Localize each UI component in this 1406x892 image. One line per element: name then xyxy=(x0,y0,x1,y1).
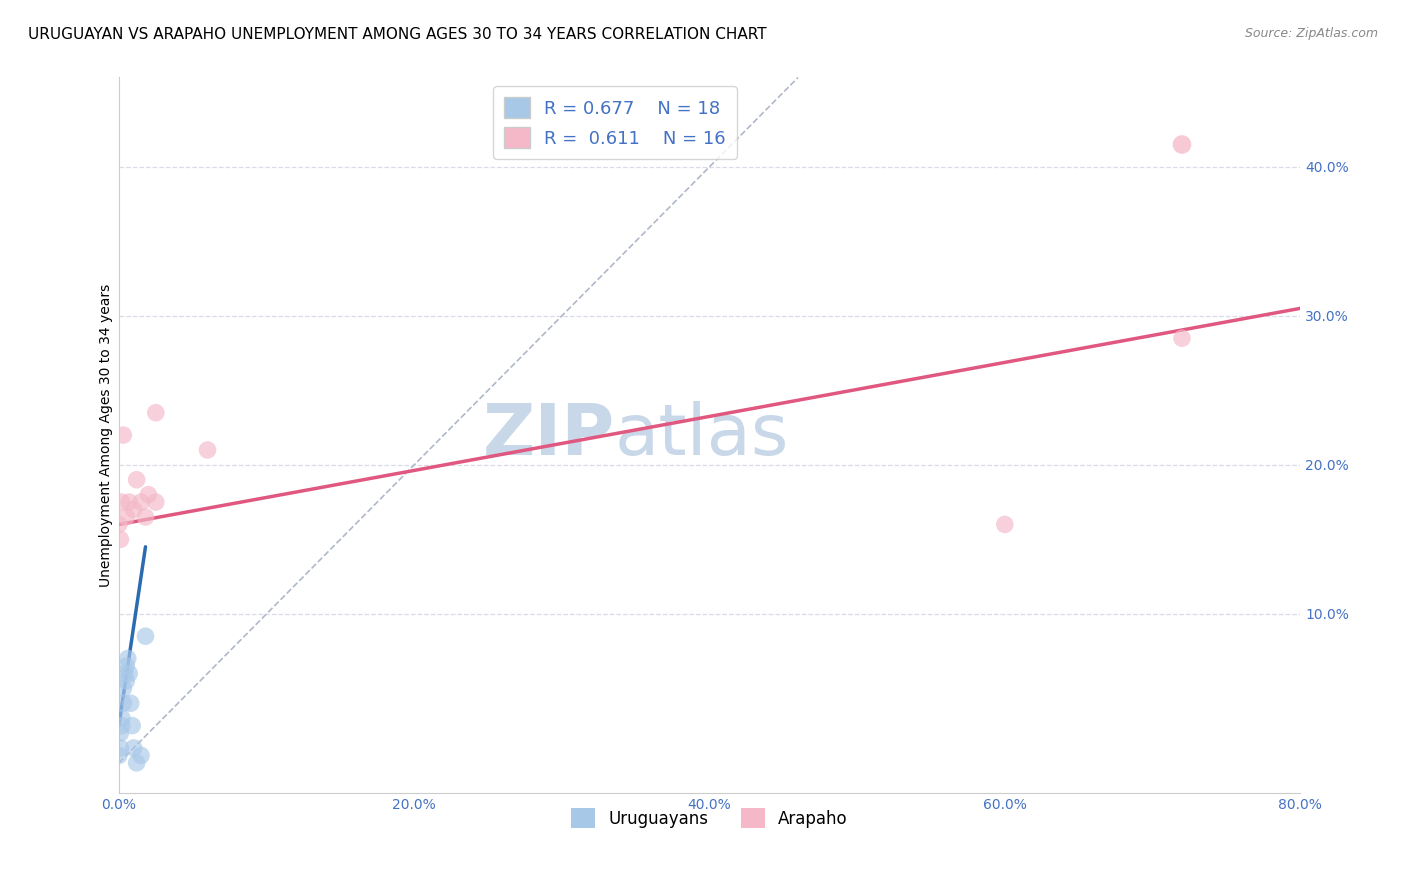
Point xyxy=(108,517,131,532)
Text: atlas: atlas xyxy=(614,401,789,469)
Point xyxy=(1171,331,1194,345)
Point xyxy=(122,502,145,516)
Point xyxy=(994,517,1017,532)
Point xyxy=(114,666,136,681)
Point xyxy=(121,718,143,732)
Point xyxy=(115,510,138,524)
Point xyxy=(120,696,142,710)
Point xyxy=(115,673,138,688)
Point xyxy=(118,495,141,509)
Point xyxy=(110,741,132,756)
Point xyxy=(118,666,141,681)
Point xyxy=(125,756,148,770)
Point xyxy=(134,629,156,643)
Y-axis label: Unemployment Among Ages 30 to 34 years: Unemployment Among Ages 30 to 34 years xyxy=(100,284,114,587)
Text: Source: ZipAtlas.com: Source: ZipAtlas.com xyxy=(1244,27,1378,40)
Point xyxy=(129,495,152,509)
Point xyxy=(145,406,167,420)
Point xyxy=(134,510,156,524)
Point xyxy=(111,495,134,509)
Point xyxy=(197,442,219,457)
Point xyxy=(110,533,132,547)
Point xyxy=(125,473,148,487)
Text: URUGUAYAN VS ARAPAHO UNEMPLOYMENT AMONG AGES 30 TO 34 YEARS CORRELATION CHART: URUGUAYAN VS ARAPAHO UNEMPLOYMENT AMONG … xyxy=(28,27,766,42)
Point xyxy=(115,659,138,673)
Point xyxy=(145,495,167,509)
Point xyxy=(112,696,135,710)
Legend: Uruguayans, Arapaho: Uruguayans, Arapaho xyxy=(565,802,855,834)
Point xyxy=(122,741,145,756)
Point xyxy=(129,748,152,763)
Point xyxy=(111,718,134,732)
Point xyxy=(110,726,132,740)
Point xyxy=(112,428,135,442)
Point xyxy=(111,711,134,725)
Point xyxy=(108,748,131,763)
Point xyxy=(117,651,139,665)
Point xyxy=(112,681,135,696)
Point xyxy=(138,488,160,502)
Text: ZIP: ZIP xyxy=(482,401,614,469)
Point xyxy=(1171,137,1194,152)
